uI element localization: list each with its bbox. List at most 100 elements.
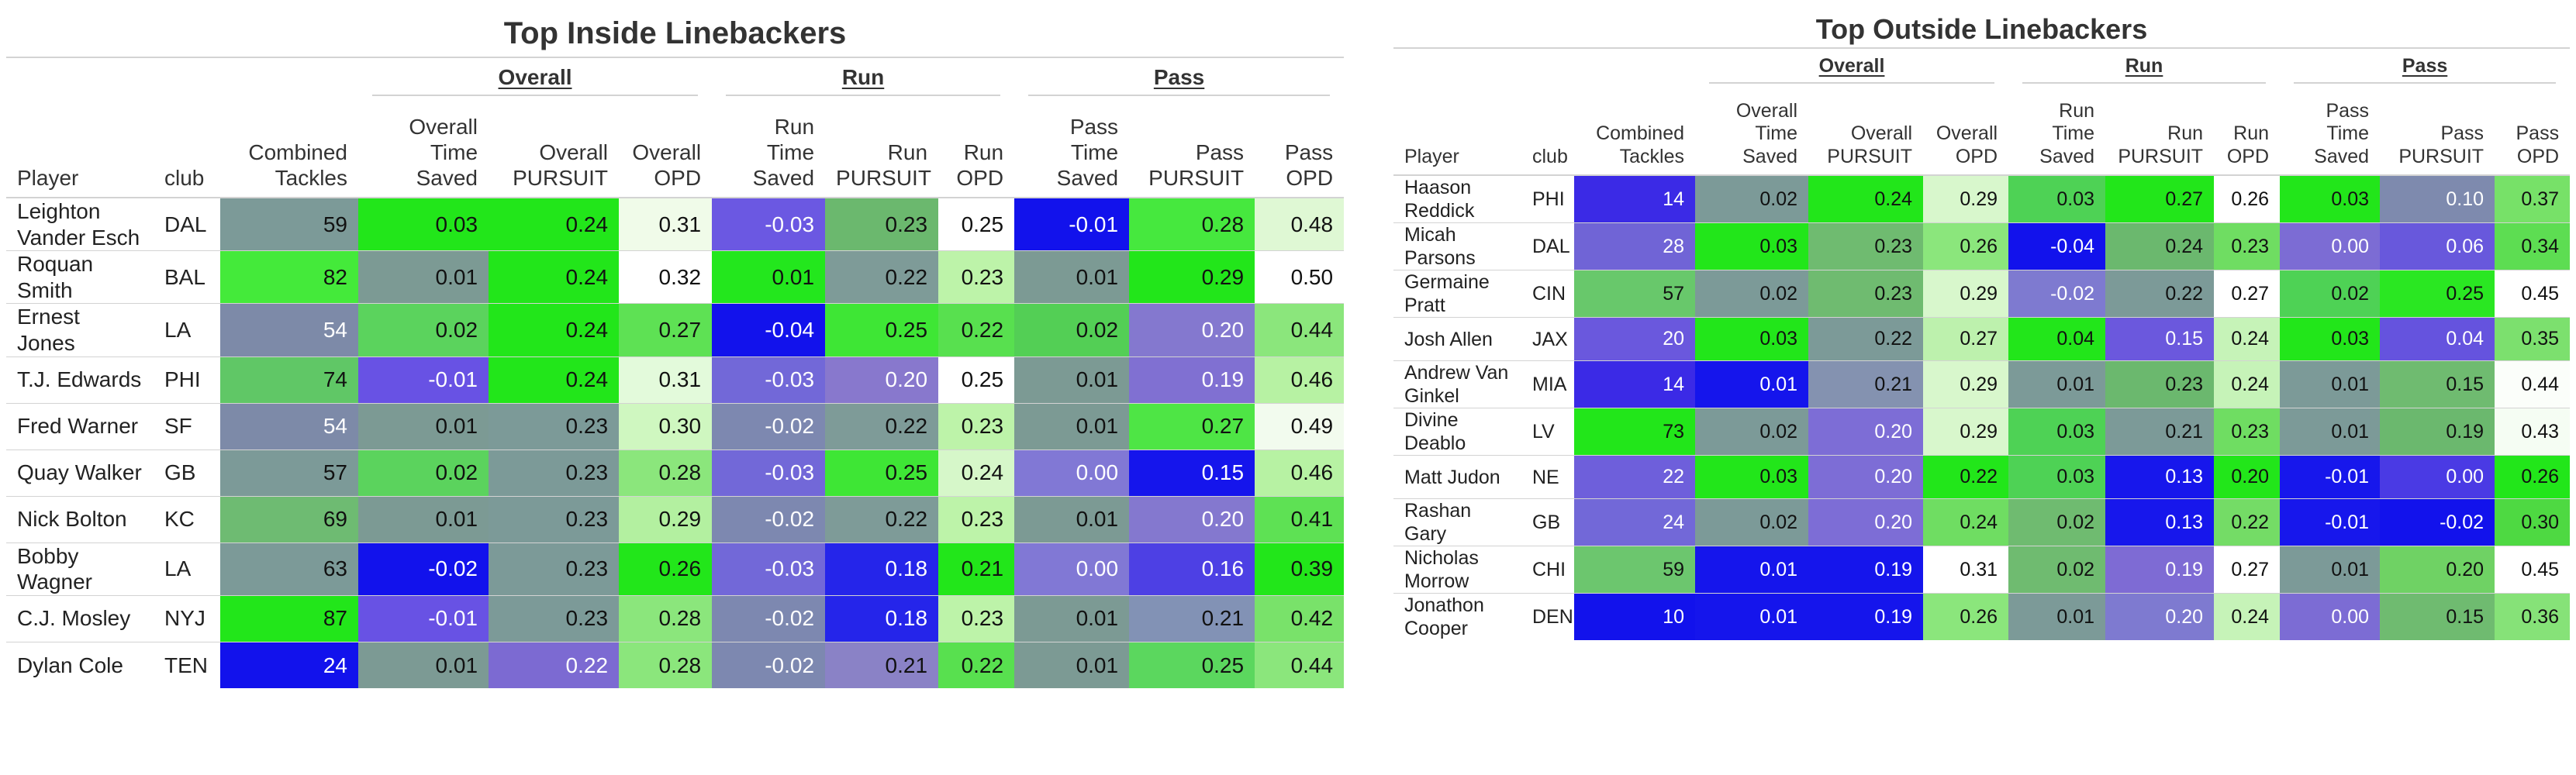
cell-overall-opd: 0.27 bbox=[619, 303, 713, 357]
cell-overall-pursuit: 0.23 bbox=[489, 449, 620, 497]
cell-run-pursuit: 0.19 bbox=[2105, 546, 2215, 594]
cell-overall-time-saved: 0.01 bbox=[1695, 593, 1809, 640]
cell-run-opd: 0.23 bbox=[938, 402, 1015, 450]
cell-run-opd: 0.26 bbox=[2214, 174, 2281, 223]
cell-pass-pursuit: 0.04 bbox=[2380, 317, 2495, 361]
cell-combined-tackles: 87 bbox=[220, 594, 359, 642]
cell-pass-opd: 0.44 bbox=[2495, 360, 2571, 408]
table-row: Bobby Wagner LA 63 -0.02 0.23 0.26 -0.03 0.18 0.… bbox=[6, 542, 1345, 596]
header-overall-pursuit: Overall PURSUIT bbox=[1808, 89, 1924, 176]
table-row: Rashan Gary GB 24 0.02 0.20 0.24 0.02 0.13 0.22-… bbox=[1393, 498, 2571, 546]
cell-run-pursuit: 0.21 bbox=[825, 641, 939, 689]
cell-overall-time-saved: 0.03 bbox=[358, 197, 489, 251]
cell-overall-pursuit: 0.20 bbox=[1808, 455, 1924, 499]
cell-run-time-saved: -0.03 bbox=[712, 197, 826, 251]
header-pass-pursuit: Pass PURSUIT bbox=[1129, 103, 1255, 198]
cell-pass-time-saved: 0.00 bbox=[2280, 222, 2381, 270]
cell-run-opd: 0.21 bbox=[938, 542, 1015, 596]
inside-linebackers-table: Top Inside Linebackers Overall Run Pass … bbox=[6, 0, 1345, 689]
cell-run-opd: 0.23 bbox=[938, 495, 1015, 543]
table-row: C.J. Mosley NYJ 87 -0.01 0.23 0.28 -0.02 0.18 0.… bbox=[6, 594, 1345, 642]
cell-pass-opd: 0.26 bbox=[2495, 455, 2571, 499]
header-pass-pursuit: Pass PURSUIT bbox=[2380, 89, 2495, 176]
cell-overall-opd: 0.28 bbox=[619, 449, 713, 497]
header-run-pursuit: Run PURSUIT bbox=[2105, 89, 2215, 176]
table-row: Quay Walker GB 57 0.02 0.23 0.28 -0.03 0.25 0.24… bbox=[6, 449, 1345, 497]
cell-overall-pursuit: 0.23 bbox=[489, 542, 620, 596]
cell-pass-opd: 0.39 bbox=[1255, 542, 1345, 596]
cell-combined-tackles: 57 bbox=[1574, 270, 1696, 318]
data-table: Overall Run Pass Player club Combined Ta… bbox=[1393, 49, 2571, 640]
cell-pass-time-saved: 0.00 bbox=[1014, 449, 1130, 497]
cell-overall-time-saved: 0.02 bbox=[358, 303, 489, 357]
spanner-overall: Overall bbox=[358, 58, 712, 103]
club-code: TEN bbox=[154, 641, 220, 689]
cell-run-opd: 0.24 bbox=[2214, 317, 2281, 361]
table-row: Jonathon Cooper DEN 10 0.01 0.19 0.26 0.01 0.20… bbox=[1393, 593, 2571, 640]
cell-run-time-saved: 0.04 bbox=[2008, 317, 2106, 361]
cell-run-time-saved: -0.03 bbox=[712, 356, 826, 404]
cell-overall-opd: 0.27 bbox=[1923, 317, 2009, 361]
cell-overall-opd: 0.24 bbox=[1923, 498, 2009, 546]
cell-run-pursuit: 0.22 bbox=[825, 495, 939, 543]
cell-run-opd: 0.22 bbox=[2214, 498, 2281, 546]
cell-pass-time-saved: 0.01 bbox=[1014, 250, 1130, 304]
cell-combined-tackles: 63 bbox=[220, 542, 359, 596]
table-row: Germaine Pratt CIN 57 0.02 0.23 0.29 -0.02 0.22… bbox=[1393, 270, 2571, 318]
cell-overall-time-saved: 0.02 bbox=[1695, 270, 1809, 318]
cell-combined-tackles: 69 bbox=[220, 495, 359, 543]
player-name: Ernest Jones bbox=[6, 303, 154, 357]
cell-run-pursuit: 0.18 bbox=[825, 594, 939, 642]
cell-run-opd: 0.24 bbox=[938, 449, 1015, 497]
cell-pass-pursuit: 0.28 bbox=[1129, 197, 1255, 251]
cell-overall-time-saved: 0.02 bbox=[358, 449, 489, 497]
cell-run-opd: 0.24 bbox=[2214, 593, 2281, 640]
cell-run-pursuit: 0.13 bbox=[2105, 498, 2215, 546]
cell-run-time-saved: 0.01 bbox=[2008, 360, 2106, 408]
cell-run-opd: 0.27 bbox=[2214, 546, 2281, 594]
cell-pass-pursuit: 0.15 bbox=[2380, 360, 2495, 408]
cell-overall-pursuit: 0.22 bbox=[489, 641, 620, 689]
cell-pass-opd: 0.35 bbox=[2495, 317, 2571, 361]
cell-combined-tackles: 14 bbox=[1574, 360, 1696, 408]
cell-run-time-saved: 0.03 bbox=[2008, 174, 2106, 223]
cell-pass-pursuit: 0.15 bbox=[2380, 593, 2495, 640]
header-run-time-saved: Run Time Saved bbox=[2008, 89, 2106, 176]
header-run-opd: Run OPD bbox=[938, 103, 1015, 198]
table-row: Ernest Jones LA 54 0.02 0.24 0.27 -0.04 0.25 0.2… bbox=[6, 303, 1345, 357]
cell-run-opd: 0.23 bbox=[938, 594, 1015, 642]
player-name: Haason Reddick bbox=[1393, 174, 1521, 223]
cell-overall-opd: 0.32 bbox=[619, 250, 713, 304]
header-overall-time-saved: Overall Time Saved bbox=[358, 103, 489, 198]
cell-run-pursuit: 0.20 bbox=[825, 356, 939, 404]
cell-overall-time-saved: -0.01 bbox=[358, 356, 489, 404]
cell-pass-pursuit: 0.27 bbox=[1129, 402, 1255, 450]
cell-combined-tackles: 59 bbox=[1574, 546, 1696, 594]
club-code: JAX bbox=[1521, 317, 1574, 361]
cell-pass-time-saved: -0.01 bbox=[2280, 455, 2381, 499]
player-name: Dylan Cole bbox=[6, 641, 154, 689]
cell-run-time-saved: 0.02 bbox=[2008, 498, 2106, 546]
cell-pass-pursuit: 0.19 bbox=[1129, 356, 1255, 404]
player-name: Josh Allen bbox=[1393, 317, 1521, 361]
table-row: Micah Parsons DAL 28 0.03 0.23 0.26 -0.04 0.24 0… bbox=[1393, 222, 2571, 270]
cell-pass-time-saved: 0.01 bbox=[2280, 360, 2381, 408]
cell-pass-pursuit: 0.25 bbox=[1129, 641, 1255, 689]
player-name: Matt Judon bbox=[1393, 455, 1521, 499]
cell-run-time-saved: -0.02 bbox=[2008, 270, 2106, 318]
cell-run-pursuit: 0.23 bbox=[2105, 360, 2215, 408]
cell-overall-opd: 0.29 bbox=[619, 495, 713, 543]
cell-combined-tackles: 74 bbox=[220, 356, 359, 404]
table-row: Roquan Smith BAL 82 0.01 0.24 0.32 0.01 0.22 0.2… bbox=[6, 250, 1345, 304]
cell-pass-pursuit: 0.20 bbox=[1129, 495, 1255, 543]
club-code: PHI bbox=[1521, 174, 1574, 223]
cell-pass-time-saved: 0.00 bbox=[2280, 593, 2381, 640]
club-code: NE bbox=[1521, 455, 1574, 499]
cell-overall-time-saved: 0.01 bbox=[1695, 546, 1809, 594]
cell-pass-time-saved: 0.01 bbox=[1014, 495, 1130, 543]
cell-pass-opd: 0.37 bbox=[2495, 174, 2571, 223]
table-row: Nicholas Morrow CHI 59 0.01 0.19 0.31 0.02 0.19… bbox=[1393, 546, 2571, 594]
cell-pass-time-saved: 0.01 bbox=[1014, 594, 1130, 642]
cell-run-time-saved: -0.02 bbox=[712, 495, 826, 543]
cell-overall-time-saved: 0.01 bbox=[358, 495, 489, 543]
